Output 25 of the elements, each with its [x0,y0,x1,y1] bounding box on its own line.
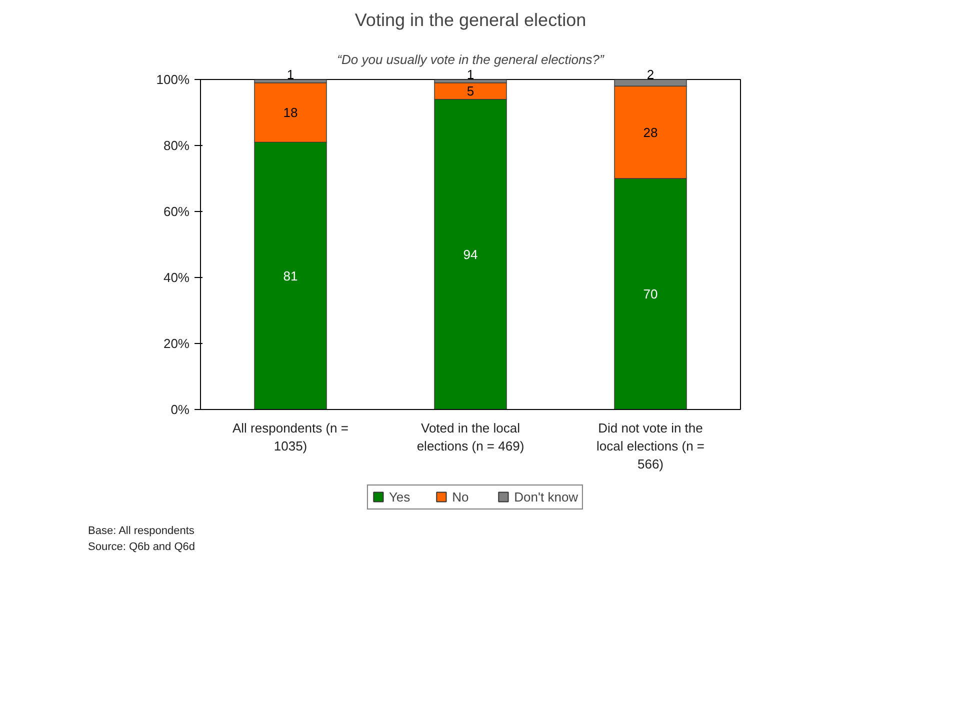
data-label: 18 [283,105,298,120]
y-tick-label: 0% [170,402,190,417]
chart-title: Voting in the general election [354,10,586,30]
chart-subtitle: “Do you usually vote in the general elections?” [337,52,604,67]
x-tick-label: All respondents (n = 1035) [232,420,348,454]
legend-label: Don't know [514,489,578,504]
y-tick-label: 80% [163,138,190,153]
x-tick-label: Did not vote in the local elections (n = 566) [596,420,705,472]
y-tick-label: 60% [163,204,190,219]
data-label: 2 [646,67,654,82]
source-note: Source: Q6b and Q6d [88,540,196,553]
y-tick-label: 100% [156,72,190,87]
data-label: 5 [466,84,474,99]
y-tick-label: 40% [163,270,190,285]
data-label: 1 [286,67,294,82]
data-label: 81 [283,268,298,284]
data-label: 70 [643,286,658,302]
legend-label: Yes [388,489,410,504]
x-tick-label: Voted in the local elections (n = 469) [416,420,524,454]
data-label: 1 [466,67,474,82]
text: Base: All respondents [88,525,194,537]
legend-label: No [452,489,470,504]
y-tick-label: 20% [163,336,190,351]
data-label: 94 [463,246,478,262]
data-label: 28 [643,124,658,140]
